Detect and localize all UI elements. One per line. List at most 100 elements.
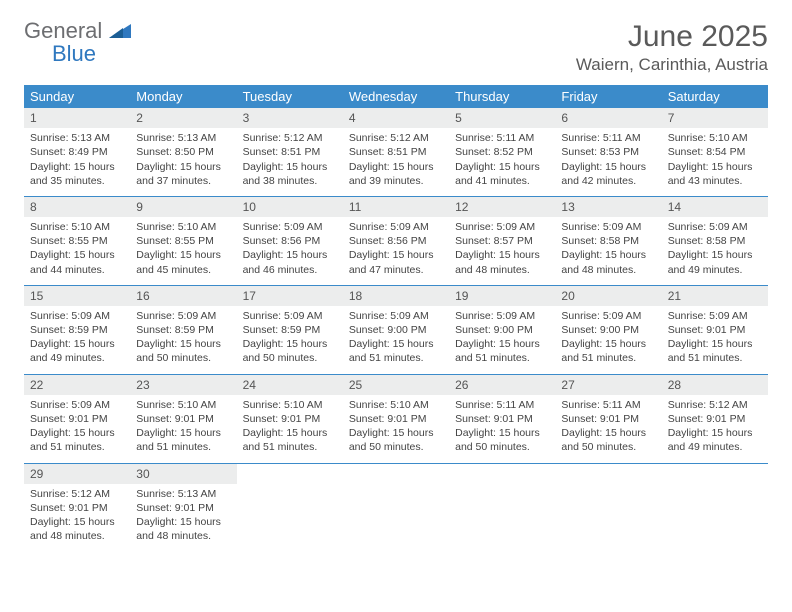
day-cell: 2Sunrise: 5:13 AMSunset: 8:50 PMDaylight… bbox=[130, 108, 236, 196]
day-cell: 10Sunrise: 5:09 AMSunset: 8:56 PMDayligh… bbox=[237, 196, 343, 285]
day-number: 22 bbox=[24, 375, 130, 395]
day-body: Sunrise: 5:13 AMSunset: 9:01 PMDaylight:… bbox=[130, 484, 236, 552]
day-line-d2: and 48 minutes. bbox=[561, 263, 655, 277]
day-body: Sunrise: 5:09 AMSunset: 9:00 PMDaylight:… bbox=[449, 306, 555, 374]
page-title: June 2025 bbox=[576, 20, 768, 53]
day-line-ss: Sunset: 8:52 PM bbox=[455, 145, 549, 159]
day-cell: 20Sunrise: 5:09 AMSunset: 9:00 PMDayligh… bbox=[555, 285, 661, 374]
day-cell: 17Sunrise: 5:09 AMSunset: 8:59 PMDayligh… bbox=[237, 285, 343, 374]
day-line-d1: Daylight: 15 hours bbox=[349, 160, 443, 174]
day-line-sr: Sunrise: 5:12 AM bbox=[668, 398, 762, 412]
day-line-ss: Sunset: 8:54 PM bbox=[668, 145, 762, 159]
day-number: 6 bbox=[555, 108, 661, 128]
day-body: Sunrise: 5:09 AMSunset: 8:56 PMDaylight:… bbox=[343, 217, 449, 285]
day-cell: 8Sunrise: 5:10 AMSunset: 8:55 PMDaylight… bbox=[24, 196, 130, 285]
day-line-d2: and 47 minutes. bbox=[349, 263, 443, 277]
day-cell: 24Sunrise: 5:10 AMSunset: 9:01 PMDayligh… bbox=[237, 374, 343, 463]
day-number: 13 bbox=[555, 197, 661, 217]
day-line-ss: Sunset: 8:58 PM bbox=[668, 234, 762, 248]
day-line-d2: and 51 minutes. bbox=[349, 351, 443, 365]
day-line-d2: and 37 minutes. bbox=[136, 174, 230, 188]
day-number: 28 bbox=[662, 375, 768, 395]
day-body: Sunrise: 5:09 AMSunset: 9:00 PMDaylight:… bbox=[343, 306, 449, 374]
day-number: 30 bbox=[130, 464, 236, 484]
day-line-ss: Sunset: 8:59 PM bbox=[136, 323, 230, 337]
day-number: 12 bbox=[449, 197, 555, 217]
day-line-sr: Sunrise: 5:10 AM bbox=[136, 398, 230, 412]
day-body: Sunrise: 5:13 AMSunset: 8:49 PMDaylight:… bbox=[24, 128, 130, 196]
day-line-ss: Sunset: 8:56 PM bbox=[243, 234, 337, 248]
day-number: 3 bbox=[237, 108, 343, 128]
header: General Blue June 2025 Waiern, Carinthia… bbox=[24, 20, 768, 75]
day-line-sr: Sunrise: 5:09 AM bbox=[349, 220, 443, 234]
week-row: 8Sunrise: 5:10 AMSunset: 8:55 PMDaylight… bbox=[24, 196, 768, 285]
day-line-d1: Daylight: 15 hours bbox=[561, 337, 655, 351]
day-line-ss: Sunset: 9:01 PM bbox=[668, 323, 762, 337]
day-line-sr: Sunrise: 5:09 AM bbox=[349, 309, 443, 323]
day-line-d1: Daylight: 15 hours bbox=[455, 160, 549, 174]
day-line-sr: Sunrise: 5:09 AM bbox=[561, 309, 655, 323]
day-number: 23 bbox=[130, 375, 236, 395]
day-line-d2: and 48 minutes. bbox=[455, 263, 549, 277]
day-line-ss: Sunset: 9:01 PM bbox=[243, 412, 337, 426]
day-line-d1: Daylight: 15 hours bbox=[349, 248, 443, 262]
day-line-ss: Sunset: 8:55 PM bbox=[136, 234, 230, 248]
day-body: Sunrise: 5:09 AMSunset: 9:00 PMDaylight:… bbox=[555, 306, 661, 374]
day-line-ss: Sunset: 9:01 PM bbox=[30, 412, 124, 426]
day-body: Sunrise: 5:10 AMSunset: 9:01 PMDaylight:… bbox=[130, 395, 236, 463]
day-line-sr: Sunrise: 5:13 AM bbox=[136, 487, 230, 501]
day-number: 11 bbox=[343, 197, 449, 217]
day-line-ss: Sunset: 9:01 PM bbox=[455, 412, 549, 426]
logo-word-1: General bbox=[24, 18, 102, 43]
day-line-d1: Daylight: 15 hours bbox=[561, 248, 655, 262]
week-row: 15Sunrise: 5:09 AMSunset: 8:59 PMDayligh… bbox=[24, 285, 768, 374]
day-number: 20 bbox=[555, 286, 661, 306]
day-cell: 5Sunrise: 5:11 AMSunset: 8:52 PMDaylight… bbox=[449, 108, 555, 196]
day-line-sr: Sunrise: 5:09 AM bbox=[668, 220, 762, 234]
day-line-sr: Sunrise: 5:12 AM bbox=[349, 131, 443, 145]
logo: General Blue bbox=[24, 20, 131, 66]
day-line-d1: Daylight: 15 hours bbox=[30, 248, 124, 262]
day-body: Sunrise: 5:09 AMSunset: 8:59 PMDaylight:… bbox=[24, 306, 130, 374]
day-body: Sunrise: 5:10 AMSunset: 9:01 PMDaylight:… bbox=[343, 395, 449, 463]
day-body: Sunrise: 5:10 AMSunset: 9:01 PMDaylight:… bbox=[237, 395, 343, 463]
day-line-sr: Sunrise: 5:13 AM bbox=[30, 131, 124, 145]
day-line-d1: Daylight: 15 hours bbox=[30, 337, 124, 351]
day-line-ss: Sunset: 8:58 PM bbox=[561, 234, 655, 248]
day-line-d1: Daylight: 15 hours bbox=[136, 337, 230, 351]
day-number: 27 bbox=[555, 375, 661, 395]
day-cell: 22Sunrise: 5:09 AMSunset: 9:01 PMDayligh… bbox=[24, 374, 130, 463]
day-cell bbox=[662, 463, 768, 551]
day-line-ss: Sunset: 9:00 PM bbox=[561, 323, 655, 337]
day-cell: 19Sunrise: 5:09 AMSunset: 9:00 PMDayligh… bbox=[449, 285, 555, 374]
week-row: 29Sunrise: 5:12 AMSunset: 9:01 PMDayligh… bbox=[24, 463, 768, 551]
day-number: 1 bbox=[24, 108, 130, 128]
day-line-d1: Daylight: 15 hours bbox=[243, 426, 337, 440]
day-body: Sunrise: 5:13 AMSunset: 8:50 PMDaylight:… bbox=[130, 128, 236, 196]
day-body: Sunrise: 5:09 AMSunset: 8:59 PMDaylight:… bbox=[130, 306, 236, 374]
day-line-sr: Sunrise: 5:09 AM bbox=[243, 220, 337, 234]
day-number: 29 bbox=[24, 464, 130, 484]
day-line-ss: Sunset: 8:51 PM bbox=[243, 145, 337, 159]
day-line-d1: Daylight: 15 hours bbox=[349, 337, 443, 351]
day-line-sr: Sunrise: 5:11 AM bbox=[455, 398, 549, 412]
day-line-ss: Sunset: 8:56 PM bbox=[349, 234, 443, 248]
day-line-ss: Sunset: 9:01 PM bbox=[668, 412, 762, 426]
day-cell bbox=[555, 463, 661, 551]
day-line-d2: and 48 minutes. bbox=[136, 529, 230, 543]
day-line-ss: Sunset: 8:59 PM bbox=[243, 323, 337, 337]
weekday-header: Friday bbox=[555, 85, 661, 108]
day-body: Sunrise: 5:09 AMSunset: 9:01 PMDaylight:… bbox=[662, 306, 768, 374]
day-line-sr: Sunrise: 5:10 AM bbox=[30, 220, 124, 234]
day-line-sr: Sunrise: 5:09 AM bbox=[455, 309, 549, 323]
day-cell: 4Sunrise: 5:12 AMSunset: 8:51 PMDaylight… bbox=[343, 108, 449, 196]
day-line-d2: and 45 minutes. bbox=[136, 263, 230, 277]
day-line-ss: Sunset: 9:00 PM bbox=[455, 323, 549, 337]
day-number: 2 bbox=[130, 108, 236, 128]
day-cell bbox=[343, 463, 449, 551]
weekday-header-row: Sunday Monday Tuesday Wednesday Thursday… bbox=[24, 85, 768, 108]
day-cell: 12Sunrise: 5:09 AMSunset: 8:57 PMDayligh… bbox=[449, 196, 555, 285]
day-number: 25 bbox=[343, 375, 449, 395]
day-cell: 14Sunrise: 5:09 AMSunset: 8:58 PMDayligh… bbox=[662, 196, 768, 285]
day-cell: 16Sunrise: 5:09 AMSunset: 8:59 PMDayligh… bbox=[130, 285, 236, 374]
